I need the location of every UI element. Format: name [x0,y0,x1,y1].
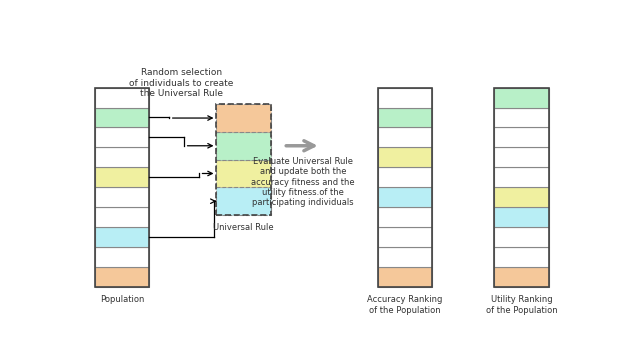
Bar [494,108,548,127]
Bar [95,267,150,287]
Bar [95,207,150,227]
Text: Utility Ranking
of the Population: Utility Ranking of the Population [486,296,557,315]
Bar [378,87,432,287]
Bar [378,187,432,207]
Text: Random selection
of individuals to create
the Universal Rule: Random selection of individuals to creat… [129,68,234,98]
Bar [494,87,548,287]
Text: Universal Rule: Universal Rule [213,223,274,233]
Bar [95,187,150,207]
Bar [95,247,150,267]
Bar [494,127,548,148]
Bar [216,159,271,187]
Bar [494,247,548,267]
Bar [494,267,548,287]
Bar [216,187,271,215]
Bar [378,247,432,267]
Bar [95,127,150,148]
Text: Population: Population [100,296,145,305]
Bar [378,267,432,287]
Bar [494,167,548,187]
Bar [216,104,271,215]
Bar [378,227,432,247]
Bar [494,227,548,247]
Bar [494,207,548,227]
Bar [494,187,548,207]
Bar [494,148,548,167]
Bar [95,148,150,167]
Bar [378,127,432,148]
Bar [378,167,432,187]
Bar [378,87,432,108]
Bar [378,108,432,127]
Bar [216,132,271,159]
Bar [95,167,150,187]
Bar [95,87,150,287]
Bar [216,104,271,132]
Bar [95,227,150,247]
Bar [378,148,432,167]
Text: Accuracy Ranking
of the Population: Accuracy Ranking of the Population [367,296,443,315]
Bar [95,108,150,127]
Bar [95,87,150,108]
Text: Evaluate Universal Rule
and update both the
accuracy fitness and the
utility fit: Evaluate Universal Rule and update both … [252,157,355,207]
Bar [378,207,432,227]
Bar [494,87,548,108]
